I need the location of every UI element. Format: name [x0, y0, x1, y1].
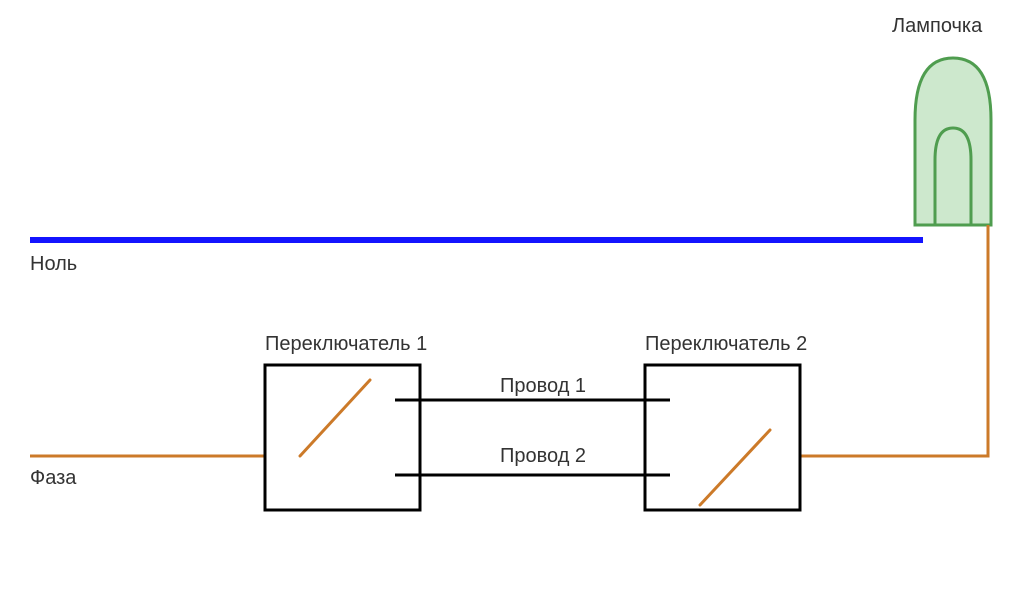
switch-2-box: [645, 365, 800, 510]
label-sw1: Переключатель 1: [265, 333, 427, 355]
label-lamp: Лампочка: [892, 15, 983, 37]
switch-2-lever: [700, 430, 770, 505]
phase-wire-out: [800, 225, 988, 456]
switch-1-box: [265, 365, 420, 510]
label-wire1: Провод 1: [500, 375, 586, 397]
lamp-body: [915, 58, 991, 225]
switch-1-lever: [300, 380, 370, 456]
label-phase: Фаза: [30, 467, 77, 489]
label-wire2: Провод 2: [500, 445, 586, 467]
label-sw2: Переключатель 2: [645, 333, 807, 355]
label-neutral: Ноль: [30, 253, 77, 275]
